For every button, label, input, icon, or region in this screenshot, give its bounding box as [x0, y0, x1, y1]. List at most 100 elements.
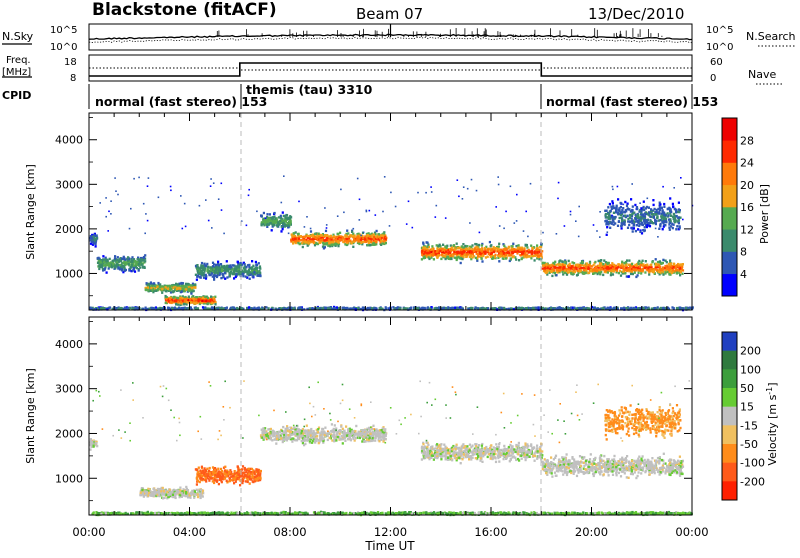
power-cell	[663, 203, 665, 205]
power-cell	[455, 248, 457, 250]
power-cell	[628, 276, 630, 278]
power-cell	[633, 307, 635, 309]
power-cell	[605, 213, 607, 215]
power-cell	[585, 266, 587, 268]
power-cell	[329, 241, 331, 243]
power-cell	[210, 269, 212, 271]
power-cell	[343, 239, 345, 241]
power-cell	[471, 179, 473, 181]
power-cell	[207, 300, 209, 302]
power-cell	[124, 270, 126, 272]
power-cell	[150, 285, 152, 287]
power-cell	[606, 221, 608, 223]
power-cell	[182, 228, 184, 230]
power-cell	[643, 206, 645, 208]
power-cell	[218, 269, 220, 271]
power-cell	[195, 302, 197, 304]
power-cell	[668, 263, 670, 265]
power-cell	[248, 264, 250, 266]
power-cell	[624, 215, 626, 217]
power-cell	[427, 244, 429, 246]
power-cell	[122, 261, 124, 263]
power-cell	[147, 185, 149, 187]
power-cell	[499, 225, 501, 227]
power-cell	[95, 245, 97, 247]
power-cell	[421, 250, 423, 252]
power-cell	[539, 307, 541, 309]
power-cell	[278, 216, 280, 218]
power-cell	[327, 307, 329, 309]
power-cell	[517, 307, 519, 309]
power-cell	[601, 268, 603, 270]
power-cell	[298, 201, 300, 203]
power-cell	[679, 227, 681, 229]
power-cell	[337, 215, 339, 217]
power-cell	[526, 244, 528, 246]
power-cell	[261, 215, 263, 217]
power-cell	[352, 246, 354, 248]
power-cell	[431, 191, 433, 193]
power-cell	[593, 268, 595, 270]
power-cell	[658, 212, 660, 214]
power-cell	[396, 307, 398, 309]
power-cell	[672, 266, 674, 268]
power-cell	[606, 262, 608, 264]
power-cell	[473, 250, 475, 252]
power-cell	[147, 286, 149, 288]
power-cell	[611, 215, 613, 217]
power-cell	[623, 211, 625, 213]
power-cell	[610, 274, 612, 276]
power-cell	[534, 252, 536, 254]
power-cell	[308, 242, 310, 244]
power-cell	[333, 235, 335, 237]
power-cell	[217, 261, 219, 263]
power-cell	[615, 209, 617, 211]
power-cell	[288, 233, 290, 235]
nsearch-tick-top: 10^5	[706, 25, 733, 36]
power-cell	[426, 252, 428, 254]
power-cell	[655, 228, 657, 230]
power-cell	[288, 224, 290, 226]
power-cell	[340, 189, 342, 191]
power-cell	[629, 217, 631, 219]
power-cell	[347, 232, 349, 234]
power-cell	[158, 197, 160, 199]
power-cell	[369, 244, 371, 246]
power-cell	[479, 232, 481, 234]
power-cell	[106, 271, 108, 273]
power-cell	[606, 210, 608, 212]
power-cell	[207, 297, 209, 299]
power-cell	[530, 250, 532, 252]
power-cell	[141, 259, 143, 261]
power-cell	[107, 264, 109, 266]
power-cell	[425, 192, 427, 194]
power-cell	[274, 217, 276, 219]
power-cell	[338, 241, 340, 243]
power-cell	[433, 258, 435, 260]
power-cell	[364, 238, 366, 240]
power-cell	[611, 270, 613, 272]
power-cell	[588, 268, 590, 270]
power-cell	[598, 265, 600, 267]
power-cell	[640, 219, 642, 221]
power-cell	[663, 220, 665, 222]
power-cell	[608, 216, 610, 218]
power-cell	[509, 254, 511, 256]
power-cell	[539, 246, 541, 248]
power-cell	[381, 242, 383, 244]
power-cell	[470, 251, 472, 253]
power-cell	[587, 272, 589, 274]
freq-label-line1: Freq.	[6, 55, 31, 66]
power-cell	[213, 182, 215, 184]
power-cell	[318, 233, 320, 235]
power-cell	[630, 198, 632, 200]
freq-tick-top: 18	[64, 57, 77, 68]
power-cell	[359, 199, 361, 201]
power-cell	[186, 303, 188, 305]
power-cell	[665, 260, 667, 262]
power-cell	[202, 267, 204, 269]
power-cell	[607, 271, 609, 273]
power-cell	[616, 270, 618, 272]
power-cell	[307, 237, 309, 239]
